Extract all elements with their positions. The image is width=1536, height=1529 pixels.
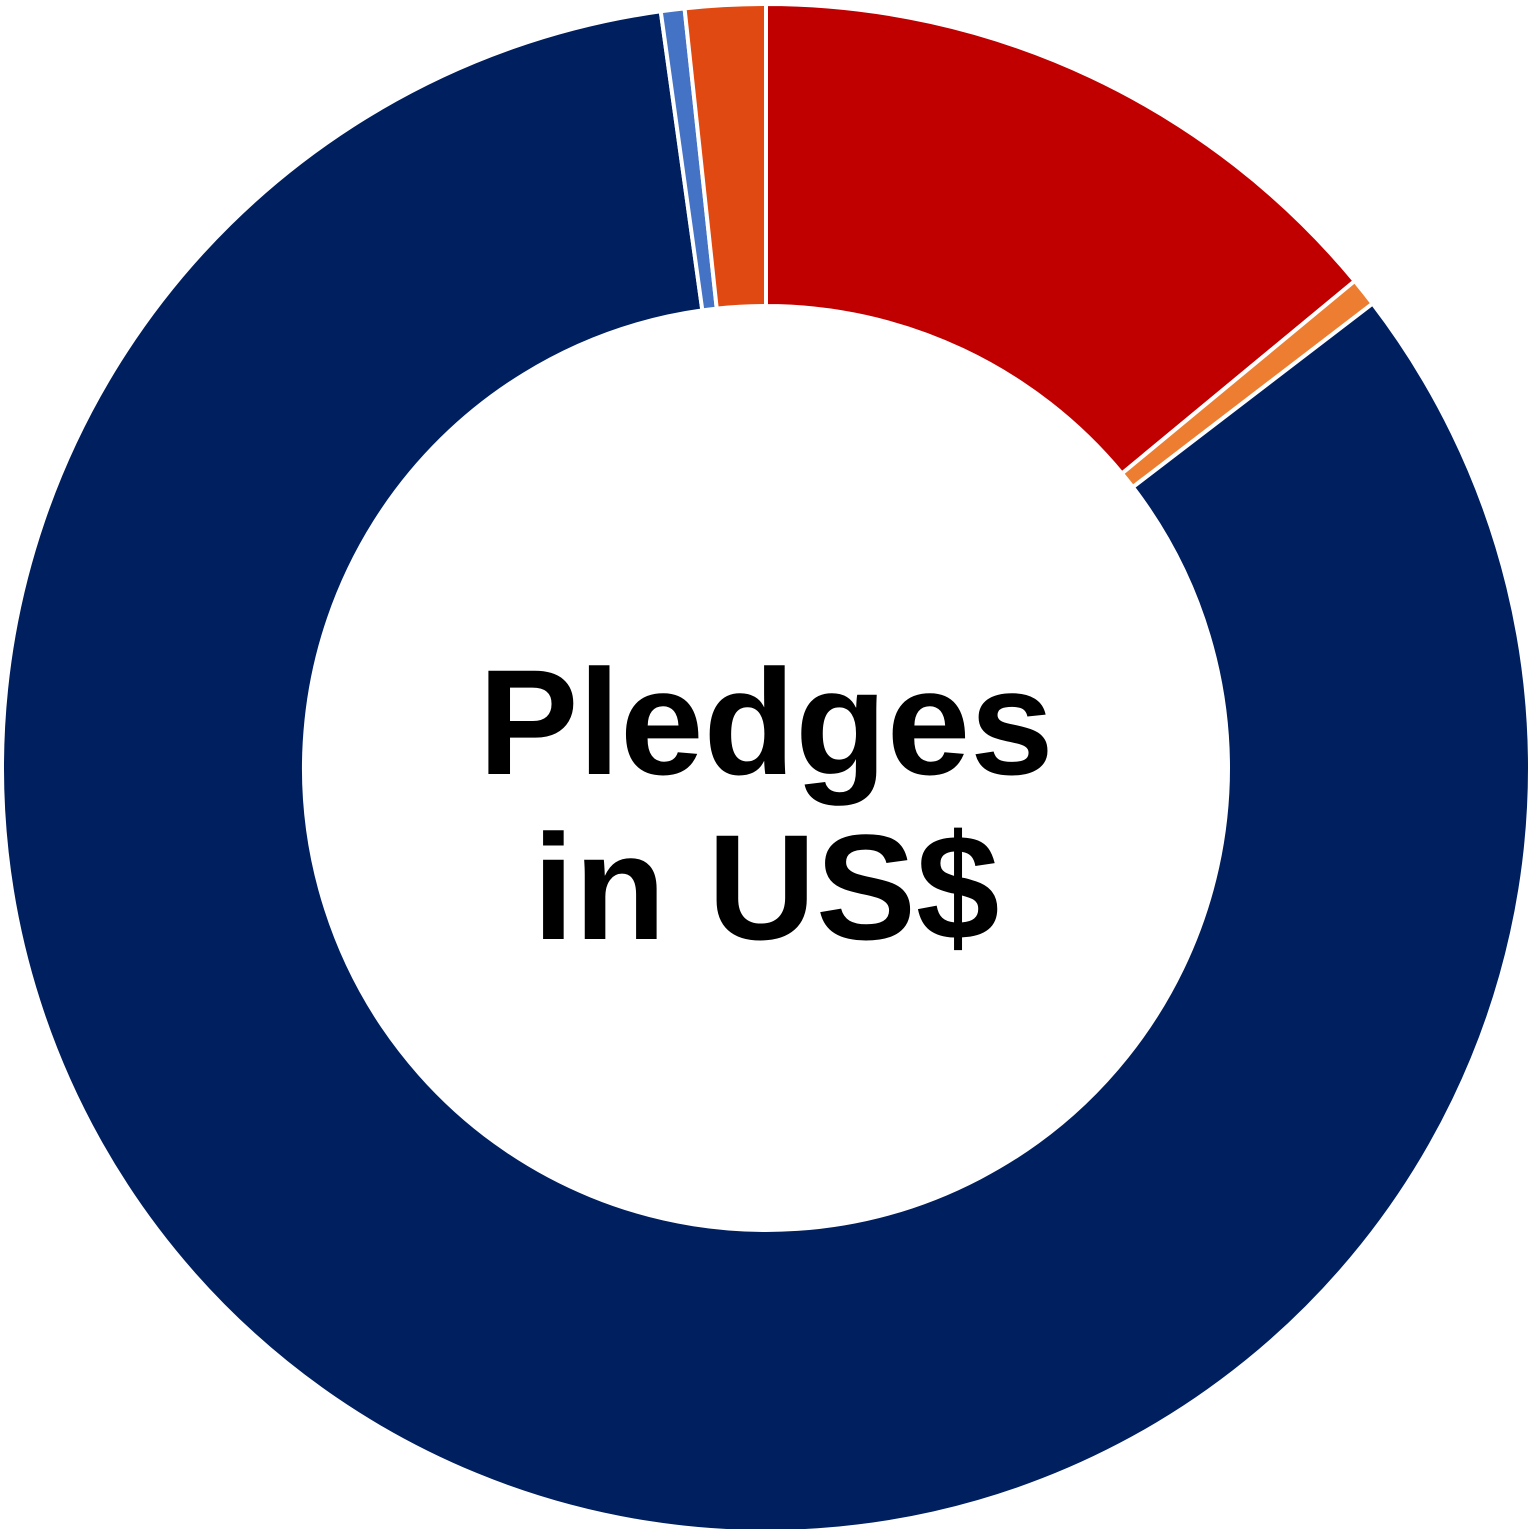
donut-slice-3	[0, 9, 1532, 1529]
donut-slice-5	[682, 1, 768, 311]
donut-slice-1	[764, 1, 1358, 477]
center-label-line-2: in US$	[532, 803, 1000, 971]
center-label: Pledges in US$	[466, 640, 1066, 970]
center-label-line-1: Pledges	[478, 638, 1054, 806]
